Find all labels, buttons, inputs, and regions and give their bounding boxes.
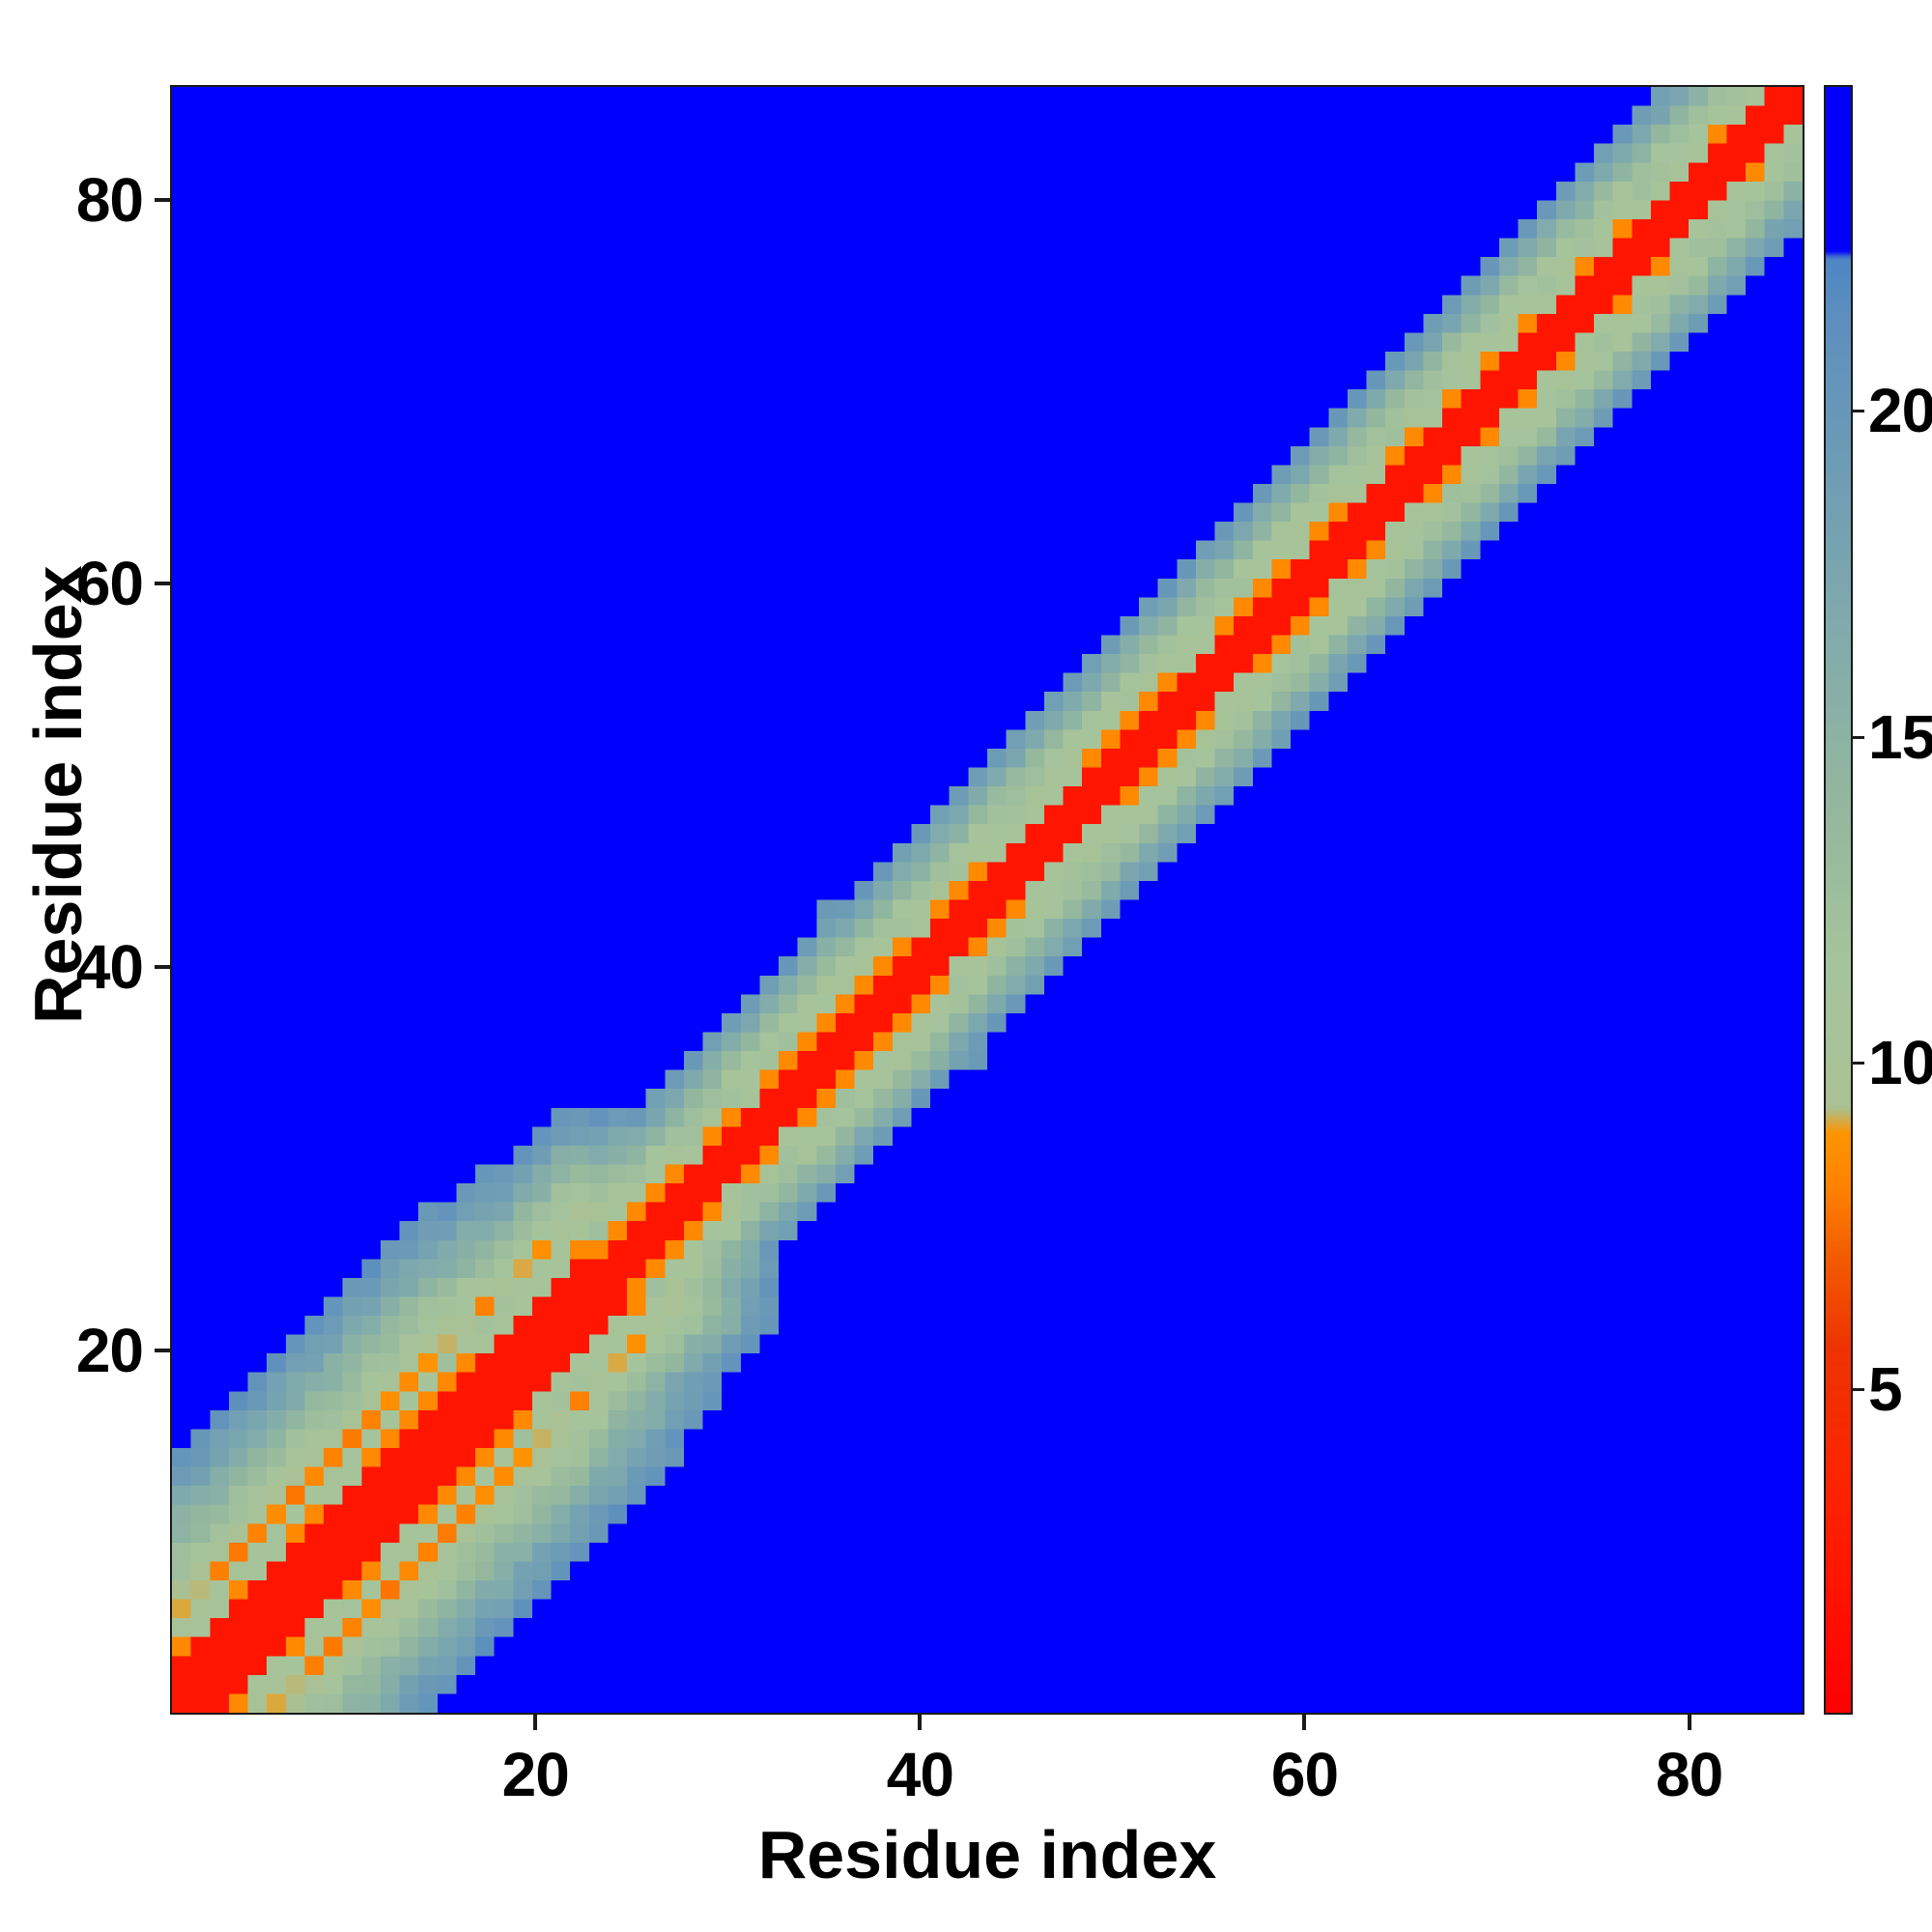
- colorbar-ticklabel: 20: [1868, 376, 1932, 446]
- y-axis-tick: [155, 964, 170, 969]
- heatmap-image: [172, 87, 1803, 1713]
- colorbar-tick: [1853, 1062, 1864, 1065]
- heatmap-plot-area: [170, 85, 1804, 1715]
- colorbar-gradient: [1826, 87, 1851, 1713]
- colorbar: [1824, 85, 1853, 1715]
- y-axis-ticklabel: 40: [75, 931, 144, 1002]
- y-axis-ticklabel: 60: [75, 549, 144, 619]
- x-axis-tick: [1687, 1715, 1691, 1730]
- x-axis-tick: [1302, 1715, 1307, 1730]
- x-axis-tick: [918, 1715, 923, 1730]
- colorbar-tick: [1853, 1387, 1864, 1391]
- x-axis-ticklabel: 80: [1655, 1740, 1723, 1809]
- colorbar-ticklabel: 10: [1868, 1028, 1932, 1098]
- colorbar-ticklabel: 5: [1868, 1353, 1903, 1424]
- colorbar-ticklabel: 15: [1868, 701, 1932, 772]
- x-axis-ticklabel: 40: [886, 1740, 954, 1809]
- colorbar-tick: [1853, 410, 1864, 413]
- x-axis-title: Residue index: [170, 1816, 1804, 1893]
- y-axis-ticklabel: 80: [75, 165, 144, 236]
- y-axis-tick: [155, 1348, 170, 1352]
- y-axis-tick: [155, 582, 170, 586]
- x-axis-title-text: Residue index: [757, 1817, 1217, 1892]
- colorbar-tick: [1853, 735, 1864, 739]
- x-axis-ticklabel: 60: [1270, 1740, 1339, 1809]
- x-axis-ticklabel: 20: [501, 1740, 570, 1809]
- y-axis-tick: [155, 198, 170, 203]
- y-axis-ticklabel: 20: [75, 1315, 144, 1385]
- x-axis-tick: [533, 1715, 538, 1730]
